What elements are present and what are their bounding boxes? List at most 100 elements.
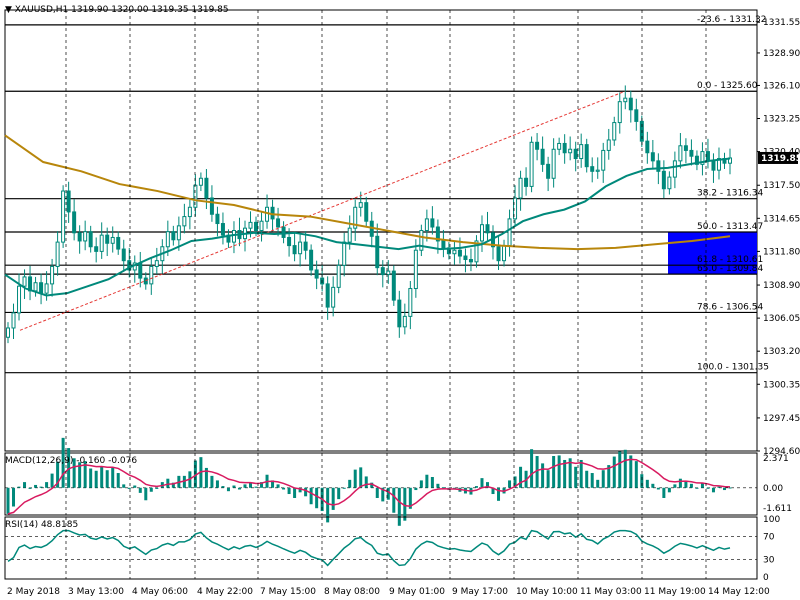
- candle-body: [231, 230, 236, 243]
- macd-histogram-bar: [100, 466, 104, 488]
- macd-histogram-bar: [61, 437, 65, 488]
- candle-body: [524, 177, 529, 187]
- candle-body: [303, 241, 308, 251]
- macd-histogram-bar: [397, 487, 401, 526]
- dropdown-arrow-icon[interactable]: ▼: [5, 5, 12, 15]
- macd-signal-line: [7, 458, 731, 515]
- macd-histogram-bar: [254, 486, 258, 488]
- macd-histogram-bar: [215, 480, 219, 488]
- macd-histogram-bar: [662, 487, 666, 498]
- candle-body: [77, 232, 82, 242]
- y-tick-label: 1300.35: [763, 380, 800, 390]
- y-tick-label: 1297.45: [763, 414, 800, 424]
- macd-histogram-bar: [364, 476, 368, 488]
- macd-histogram-bar: [386, 487, 390, 500]
- candle-body: [154, 260, 159, 267]
- macd-histogram-bar: [485, 482, 489, 488]
- candle-body: [386, 270, 391, 276]
- candle-body: [413, 249, 418, 290]
- macd-histogram-bar: [94, 470, 98, 488]
- macd-panel[interactable]: 2.371 0.00 -1.611: [4, 437, 792, 526]
- candle-body: [325, 283, 330, 308]
- macd-histogram-bar: [601, 470, 605, 488]
- candle-body: [209, 197, 214, 215]
- macd-histogram-bar: [546, 470, 550, 488]
- y-tick-label: 1294.60: [763, 447, 800, 457]
- candle-body: [705, 151, 710, 162]
- candle-body: [606, 139, 611, 151]
- rsi-tick-label: 30: [763, 556, 775, 566]
- candle-body: [342, 241, 347, 266]
- candle-body: [408, 288, 413, 317]
- macd-histogram-bar: [717, 486, 721, 488]
- macd-histogram-bar: [530, 449, 534, 488]
- candle-body: [314, 269, 319, 279]
- macd-histogram-bar: [210, 475, 214, 488]
- candle-body: [645, 140, 650, 154]
- macd-histogram-bar: [392, 487, 396, 513]
- macd-histogram-bar: [689, 483, 693, 488]
- macd-histogram-bar: [23, 482, 27, 488]
- macd-histogram-bar: [590, 473, 594, 488]
- rsi-panel[interactable]: 100 70 30 0: [4, 515, 780, 583]
- macd-histogram-bar: [111, 467, 115, 488]
- macd-histogram-bar: [127, 487, 131, 489]
- candle-body: [353, 206, 358, 229]
- macd-histogram-bar: [359, 467, 363, 488]
- candle-body: [661, 170, 666, 190]
- candle-body: [287, 236, 292, 247]
- macd-histogram-bar: [348, 479, 352, 488]
- candle-body: [364, 202, 369, 222]
- candle-body: [579, 144, 584, 160]
- candle-body: [479, 224, 484, 242]
- x-tick-label: 10 May 10:00: [516, 587, 578, 597]
- macd-histogram-bar: [497, 487, 501, 501]
- macd-histogram-bar: [651, 483, 655, 488]
- candle-body: [116, 236, 121, 250]
- macd-histogram-bar: [403, 487, 407, 521]
- macd-histogram-bar: [711, 487, 715, 493]
- macd-histogram-bar: [204, 467, 208, 488]
- macd-histogram-bar: [171, 482, 175, 488]
- candle-body: [551, 148, 556, 179]
- candle-body: [694, 155, 699, 165]
- candle-body: [441, 240, 446, 249]
- macd-histogram-bar: [441, 487, 445, 489]
- macd-histogram-bar: [149, 487, 153, 492]
- candle-body: [689, 149, 694, 157]
- candle-body: [276, 218, 281, 228]
- macd-histogram-bar: [508, 480, 512, 488]
- macd-histogram-bar: [331, 487, 335, 510]
- candle-body: [149, 265, 154, 285]
- macd-histogram-bar: [563, 459, 567, 488]
- fib-level-label: -23.6 - 1331.32: [697, 15, 766, 25]
- macd-histogram-bar: [83, 461, 87, 488]
- candle-body: [424, 218, 429, 231]
- y-tick-label: 1323.25: [763, 115, 800, 125]
- macd-histogram-bar: [574, 466, 578, 488]
- fib-level-label: 78.6 - 1306.54: [697, 302, 763, 312]
- y-tick-label: 1314.65: [763, 214, 800, 224]
- macd-histogram-bar: [50, 473, 54, 488]
- candle-body: [518, 177, 523, 199]
- candle-body: [650, 152, 655, 162]
- candle-body: [17, 285, 22, 314]
- macd-histogram-bar: [298, 487, 302, 493]
- x-tick-label: 4 May 06:00: [132, 587, 188, 597]
- candle-body: [562, 142, 567, 154]
- macd-histogram-bar: [474, 486, 478, 488]
- macd-histogram-bar: [596, 479, 600, 488]
- y-tick-label: 1303.20: [763, 347, 800, 357]
- macd-histogram-bar: [513, 476, 517, 488]
- candle-body: [700, 151, 705, 165]
- macd-histogram-bar: [315, 487, 319, 509]
- candle-body: [6, 327, 10, 338]
- macd-histogram-bar: [436, 483, 440, 488]
- y-tick-label: 1317.50: [763, 181, 800, 191]
- x-tick-label: 9 May 01:00: [389, 587, 445, 597]
- rsi-tick-label: 70: [763, 532, 775, 542]
- rsi-title: RSI(14) 48.8185: [5, 520, 79, 530]
- macd-histogram-bar: [684, 480, 688, 488]
- x-tick-label: 8 May 08:00: [324, 587, 380, 597]
